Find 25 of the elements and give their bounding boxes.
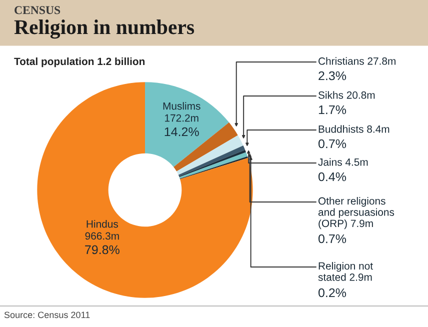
slice-label: Christians 27.8m	[318, 57, 396, 65]
slice-label: Sikhs 20.8m	[318, 91, 375, 99]
text: 0.2%	[318, 288, 346, 298]
slice-label: Jains 4.5m	[318, 158, 368, 166]
text: CENSUS	[14, 6, 60, 14]
text: 2.3%	[318, 71, 346, 80]
source-note: Source: Census 2011	[4, 312, 90, 318]
donut-slice	[145, 82, 230, 168]
text: 1.7%	[318, 105, 346, 114]
donut-slice	[176, 135, 244, 175]
data-label: 172.2m	[165, 114, 198, 122]
slice-label: Religion not stated 2.9m	[318, 262, 373, 281]
donut-slice	[37, 82, 253, 298]
chart-subtitle: Total population 1.2 billion	[14, 57, 145, 68]
slice-label: Other religions and persuasions (ORP) 7.9m	[318, 197, 394, 230]
slice-label: Muslims	[163, 102, 200, 110]
text: 14.2%	[164, 127, 199, 136]
data-label: 966.3m	[85, 232, 119, 240]
text: 0.4%	[318, 172, 346, 182]
slice-label: Hindus	[86, 220, 118, 228]
text: 0.7%	[318, 234, 346, 244]
slice-label: Buddhists 8.4m	[318, 125, 390, 133]
text: 79.8%	[85, 245, 120, 254]
chart-title: Religion in numbers	[14, 20, 194, 39]
text: 0.7%	[318, 139, 346, 148]
